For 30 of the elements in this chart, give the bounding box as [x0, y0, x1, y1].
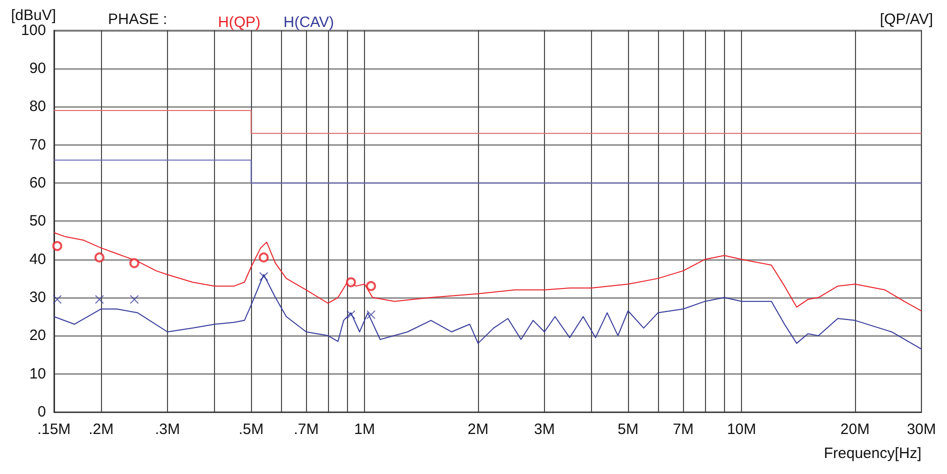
text: [QP/AV]	[880, 11, 933, 28]
x-tick-label: .7M	[294, 421, 319, 438]
y-tick-label: 10	[29, 365, 46, 382]
x-tick-label: 10M	[726, 421, 756, 438]
y-tick-label: 0	[38, 404, 46, 420]
x-tick-label: 7M	[672, 421, 694, 438]
text: H(QP)	[218, 14, 260, 31]
x-tick-label: 20M	[840, 421, 870, 438]
x-tick-label: .2M	[88, 421, 114, 438]
y-tick-label: 80	[29, 98, 46, 116]
legend-title: PHASE :	[108, 11, 168, 28]
x-tick-label: .3M	[154, 421, 180, 438]
y-tick-label: 30	[29, 289, 46, 306]
y-tick-label: 100	[20, 22, 46, 39]
x-tick-label: 2M	[468, 421, 488, 438]
x-axis-title: Frequency[Hz]	[824, 445, 922, 462]
text: H(CAV)	[283, 14, 334, 31]
x-tick-label: 30M	[906, 421, 936, 438]
y-axis-title: [dBuV]	[11, 7, 56, 24]
x-tick-label: 3M	[534, 421, 555, 438]
x-tick-label: .15M	[37, 421, 71, 438]
y-tick-label: 40	[29, 250, 46, 268]
y-tick-label: 60	[29, 174, 46, 192]
x-tick-label: 1M	[354, 421, 376, 438]
y-tick-label: 90	[29, 60, 46, 78]
x-tick-label: .5M	[238, 421, 264, 438]
y-tick-label: 70	[29, 136, 46, 154]
y-tick-label: 20	[29, 327, 46, 344]
y-tick-label: 50	[29, 212, 46, 230]
x-tick-label: 5M	[618, 421, 638, 438]
